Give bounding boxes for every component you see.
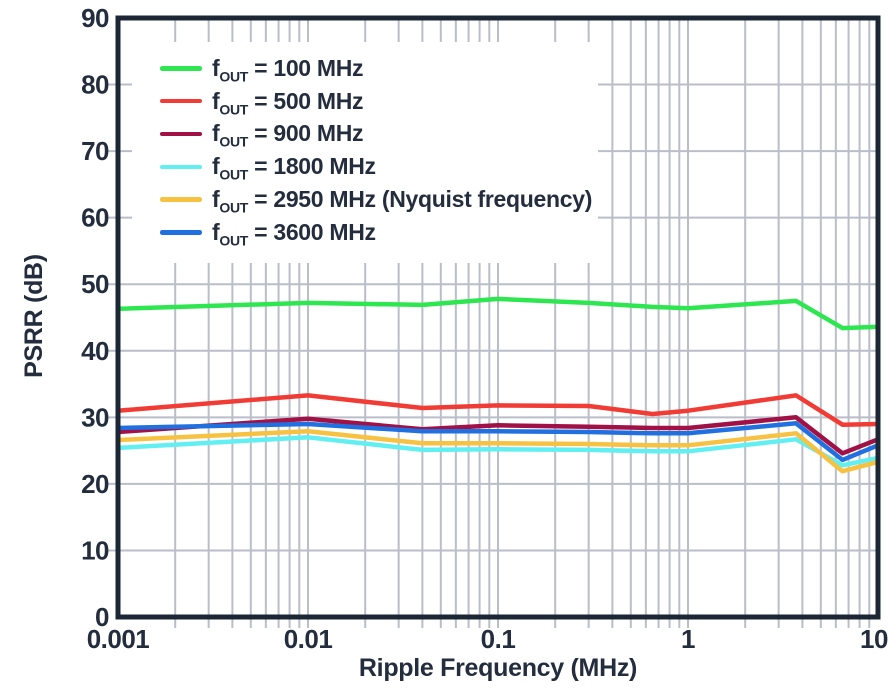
y-tick-label: 40: [81, 336, 109, 366]
x-axis-title: Ripple Frequency (MHz): [359, 654, 637, 682]
legend-line-swatch: [160, 164, 202, 170]
series-line-fout-3600-mhz: [115, 421, 881, 463]
legend-label-subscript: OUT: [219, 101, 249, 118]
y-tick-label: 90: [81, 3, 109, 33]
legend-label: fOUT = 500 MHz: [212, 87, 364, 118]
x-tick-label: 1: [681, 624, 695, 654]
y-tick-label: 30: [81, 402, 109, 432]
legend-line-swatch: [160, 197, 202, 202]
x-tick-label: 0.01: [284, 624, 333, 654]
plot-border: [115, 15, 881, 620]
legend-item-fout-500-mhz: fOUT = 500 MHz: [160, 85, 592, 118]
legend-item-fout-1800-mhz: fOUT = 1800 MHz: [160, 150, 592, 183]
x-tick-label: 10: [860, 624, 888, 654]
x-tick-label: 0.1: [481, 624, 516, 654]
legend-label-subscript: OUT: [219, 232, 249, 249]
legend-label: fOUT = 900 MHz: [212, 120, 364, 151]
legend-label: fOUT = 3600 MHz: [212, 218, 376, 249]
series-line-fout-2950-mhz-nyquist-frequency: [115, 429, 881, 474]
tick-labels: 0 10 20 30 40 50 60 70 80 90 0.001 0.01 0.1 1 10: [81, 3, 888, 654]
legend-label-subscript: OUT: [219, 166, 249, 183]
legend-label: fOUT = 1800 MHz: [212, 153, 376, 183]
series-lines: [115, 296, 881, 474]
series-line-fout-500-mhz: [115, 393, 881, 427]
legend: fOUT = 100 MHz fOUT = 500 MHz fOUT = 900 M…: [160, 52, 592, 249]
legend-line-swatch: [160, 98, 202, 104]
legend-item-fout-3600-mhz: fOUT = 3600 MHz: [160, 216, 592, 249]
legend-item-fout-100-mhz: fOUT = 100 MHz: [160, 52, 592, 85]
y-tick-label: 0: [95, 602, 109, 632]
series-line-fout-900-mhz: [115, 415, 881, 456]
legend-label-subscript: OUT: [219, 134, 249, 151]
legend-item-fout-900-mhz: fOUT = 900 MHz: [160, 118, 592, 151]
legend-item-fout-2950-mhz-nyquist-frequency: fOUT = 2950 MHz (Nyquist frequency): [160, 183, 592, 216]
legend-line-swatch: [160, 66, 202, 71]
y-axis-title: PSRR (dB): [20, 254, 48, 378]
y-tick-label: 50: [81, 269, 109, 299]
y-tick-label: 20: [81, 469, 109, 499]
y-tick-label: 80: [81, 70, 109, 100]
legend-label: fOUT = 2950 MHz (Nyquist frequency): [212, 186, 593, 216]
legend-label-subscript: OUT: [219, 199, 249, 216]
x-tick-label: 0.001: [87, 624, 150, 654]
series-line-fout-100-mhz: [115, 296, 881, 331]
legend-label-subscript: OUT: [219, 68, 249, 85]
y-tick-label: 60: [81, 203, 109, 233]
y-tick-label: 70: [81, 136, 109, 166]
legend-line-swatch: [160, 230, 202, 235]
y-tick-label: 10: [81, 535, 109, 565]
legend-label: fOUT = 100 MHz: [212, 54, 364, 85]
legend-line-swatch: [160, 131, 202, 137]
legend-background: [132, 42, 598, 263]
